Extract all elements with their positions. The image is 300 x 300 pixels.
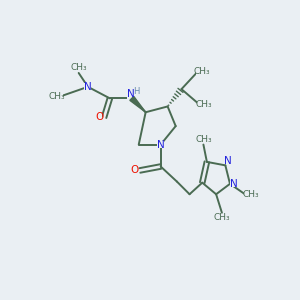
Text: CH₃: CH₃ xyxy=(242,190,259,199)
Text: O: O xyxy=(131,165,139,176)
Text: CH₃: CH₃ xyxy=(70,63,87,72)
Text: CH₃: CH₃ xyxy=(195,135,212,144)
FancyBboxPatch shape xyxy=(127,91,136,99)
Polygon shape xyxy=(130,96,146,112)
Text: N: N xyxy=(84,82,92,92)
Text: CH₃: CH₃ xyxy=(195,100,212,109)
FancyBboxPatch shape xyxy=(85,83,92,90)
Text: N: N xyxy=(157,140,165,150)
Text: N: N xyxy=(127,89,134,99)
Text: N: N xyxy=(230,179,237,189)
Text: N: N xyxy=(224,156,232,166)
FancyBboxPatch shape xyxy=(197,101,210,108)
FancyBboxPatch shape xyxy=(197,136,210,143)
FancyBboxPatch shape xyxy=(50,93,63,100)
FancyBboxPatch shape xyxy=(73,64,85,70)
Text: H: H xyxy=(133,87,139,96)
FancyBboxPatch shape xyxy=(230,181,237,187)
FancyBboxPatch shape xyxy=(215,214,228,221)
FancyBboxPatch shape xyxy=(95,114,103,121)
Text: CH₃: CH₃ xyxy=(48,92,65,100)
Text: CH₃: CH₃ xyxy=(214,213,230,222)
FancyBboxPatch shape xyxy=(158,141,164,148)
Text: CH₃: CH₃ xyxy=(194,67,211,76)
FancyBboxPatch shape xyxy=(244,191,257,198)
FancyBboxPatch shape xyxy=(131,167,138,174)
Text: O: O xyxy=(95,112,103,122)
FancyBboxPatch shape xyxy=(224,158,231,164)
FancyBboxPatch shape xyxy=(196,68,208,75)
